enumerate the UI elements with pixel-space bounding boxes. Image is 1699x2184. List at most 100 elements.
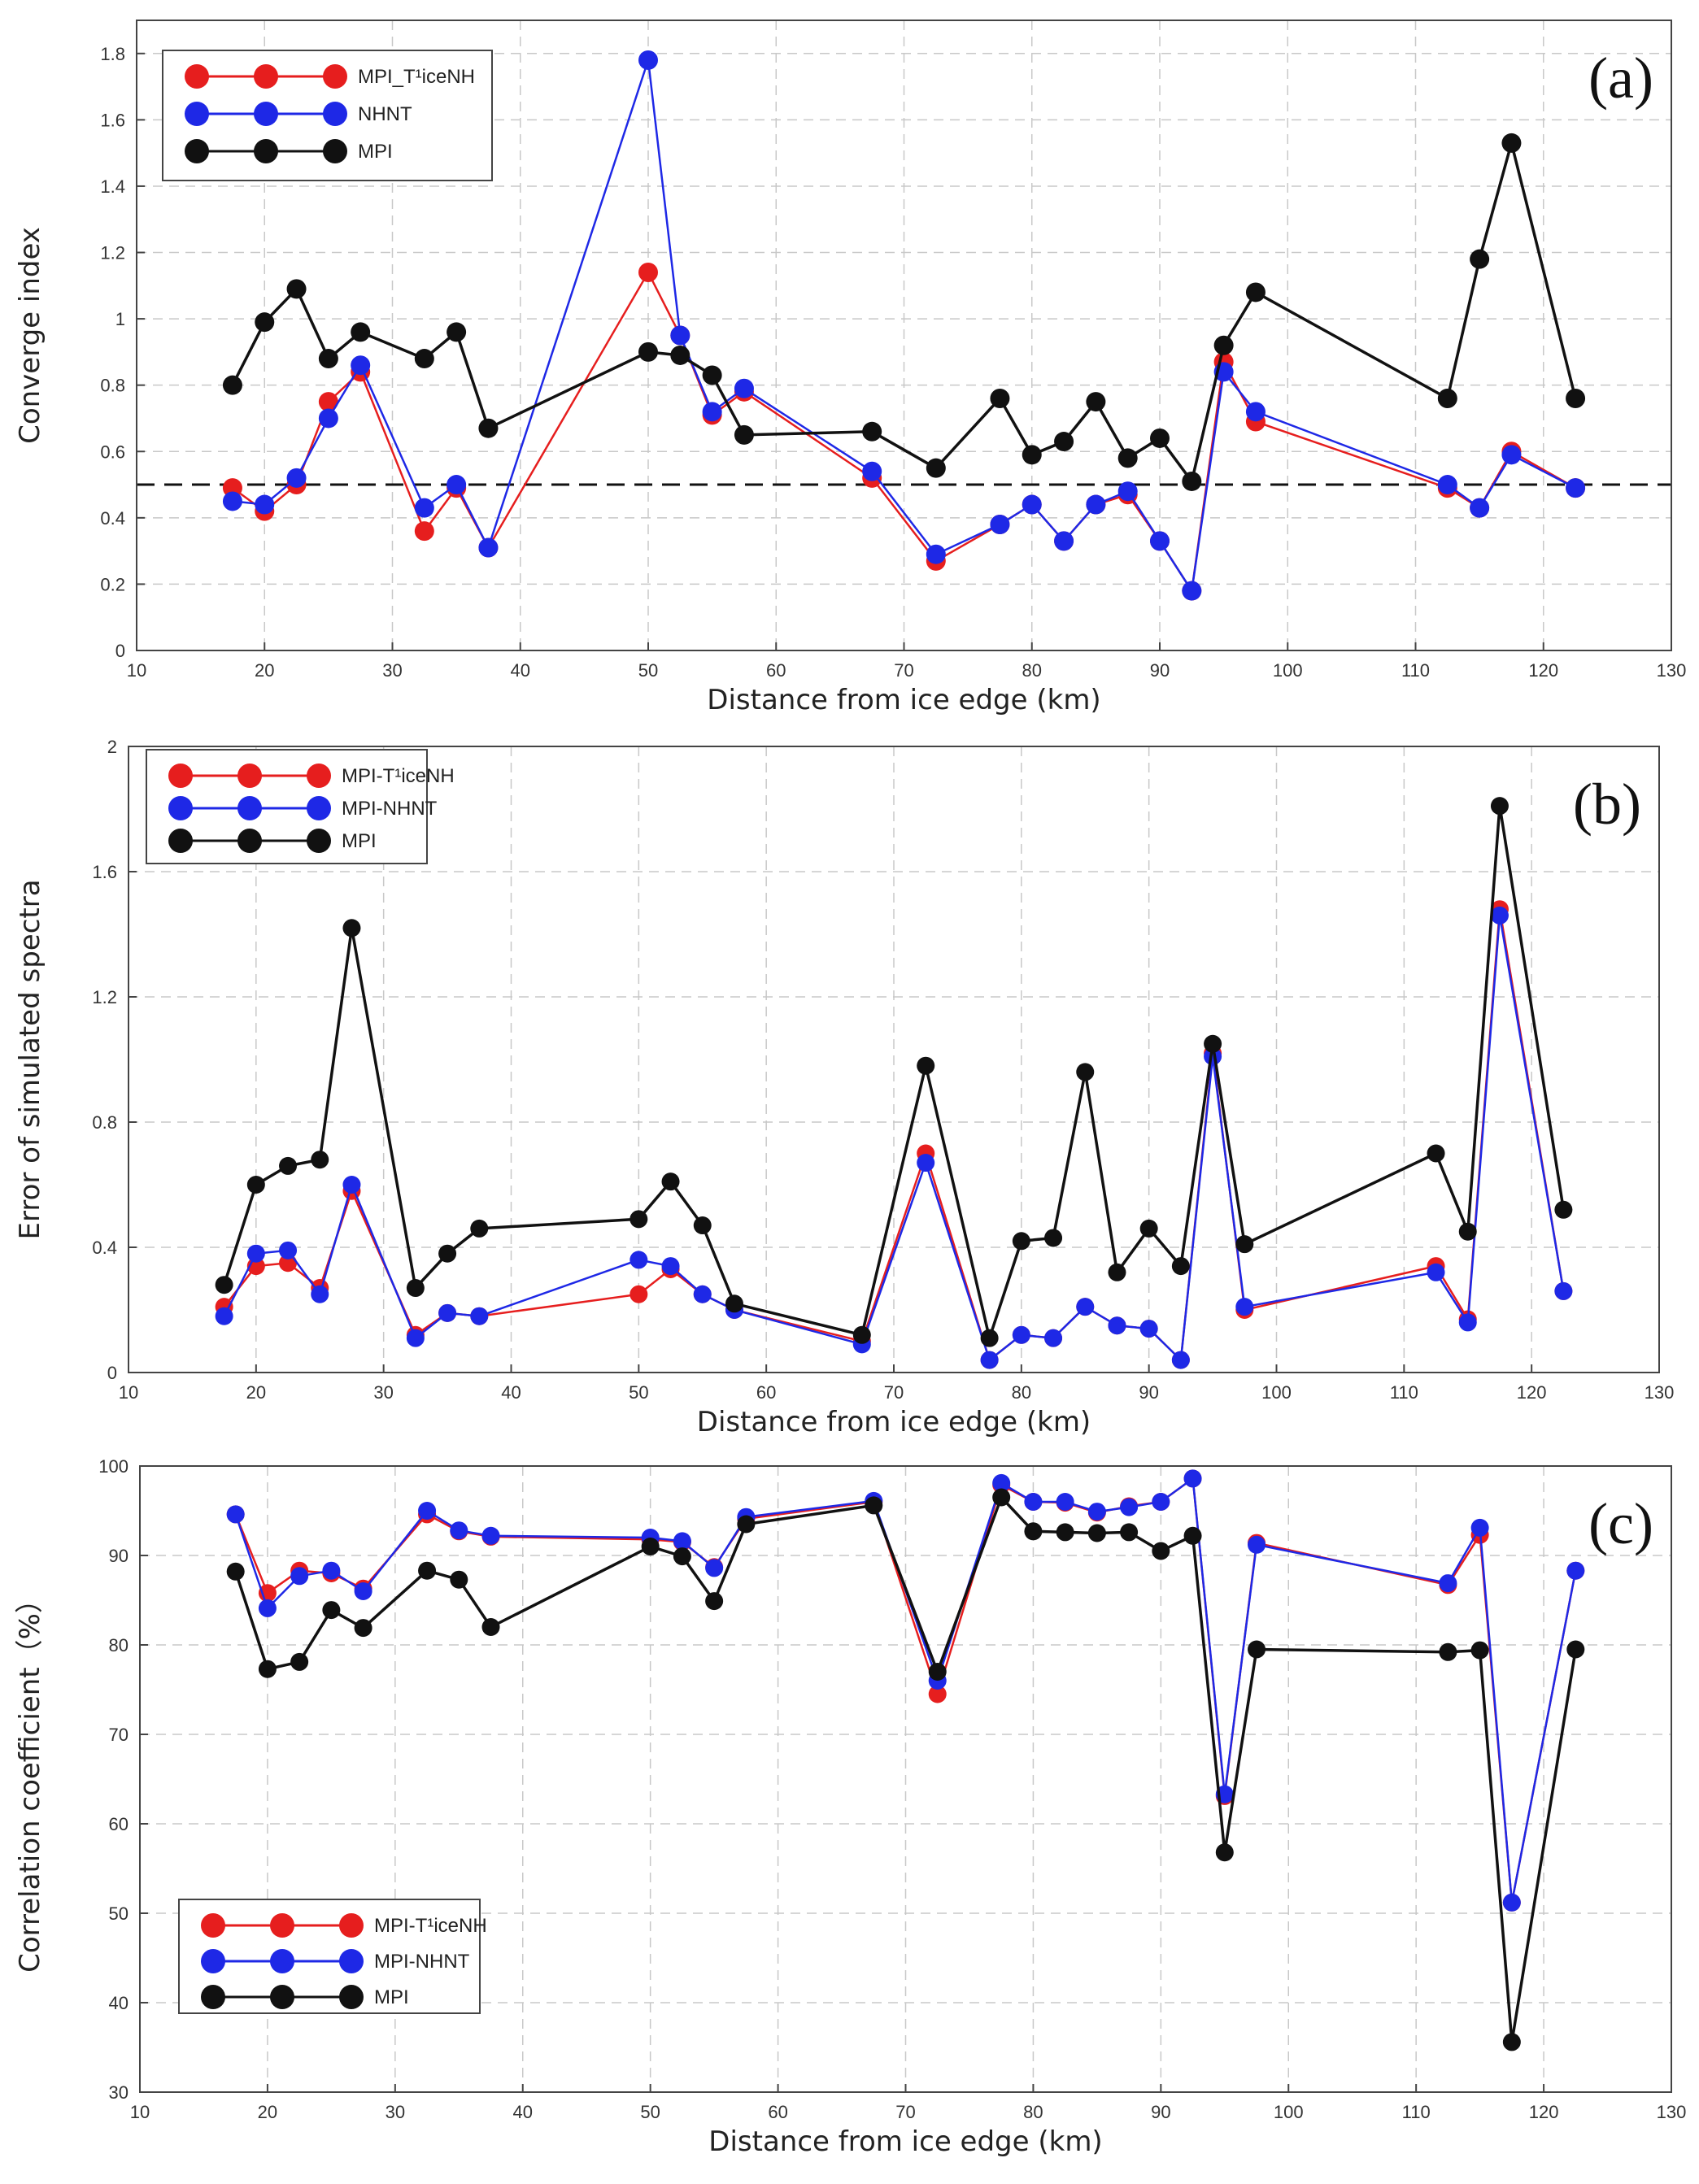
data-point	[1235, 1298, 1254, 1316]
legend-marker	[254, 64, 278, 89]
data-point	[1215, 1843, 1234, 1862]
legend: MPI-T¹iceNH MPI-NHNT MPI	[178, 1899, 487, 2014]
data-point	[705, 1559, 724, 1577]
data-point	[1076, 1298, 1095, 1316]
y-tick-label: 0.6	[100, 442, 125, 462]
legend-entry: MPI-T¹iceNH	[342, 765, 455, 787]
chart-panel-1: 10 20 30 40 50 60 70 80 90 100 110 120 130 0 0.2 0.4 0.6…	[14, 20, 1686, 716]
x-tick-label: 130	[1657, 660, 1687, 681]
data-point	[481, 1618, 500, 1636]
y-tick-label: 0.4	[92, 1238, 117, 1258]
y-tick-label: 0.2	[100, 574, 125, 594]
data-point	[1501, 133, 1522, 153]
x-tick-label: 40	[501, 1382, 521, 1403]
data-point	[1470, 1518, 1489, 1537]
data-point	[478, 537, 499, 558]
data-point	[1139, 1219, 1158, 1238]
data-point	[1439, 1642, 1457, 1661]
x-axis-label: Distance from ice edge (km)	[708, 2125, 1102, 2158]
x-tick-label: 120	[1528, 660, 1558, 681]
data-point	[1024, 1493, 1043, 1511]
data-point	[279, 1156, 298, 1175]
data-point	[1248, 1640, 1266, 1659]
data-point	[1554, 1281, 1573, 1300]
data-point	[980, 1329, 999, 1347]
data-point	[1470, 249, 1490, 269]
data-point	[693, 1285, 712, 1303]
legend-marker	[323, 64, 347, 89]
panel-label: (a)	[1588, 46, 1653, 111]
data-point	[702, 365, 722, 385]
data-point	[638, 50, 658, 70]
legend-marker	[339, 1985, 364, 2009]
data-point	[734, 378, 754, 398]
data-point	[734, 424, 754, 445]
data-point	[481, 1526, 500, 1545]
data-point	[1566, 389, 1586, 408]
y-axis-label: Converge index	[14, 227, 46, 444]
data-point	[1183, 1469, 1202, 1488]
legend: MPI_T¹iceNH NHNT MPI	[162, 50, 493, 181]
x-axis-label: Distance from ice edge (km)	[697, 1406, 1091, 1438]
data-point	[279, 1254, 298, 1273]
legend-marker	[237, 796, 262, 820]
data-point	[1502, 2033, 1521, 2051]
data-point	[1012, 1325, 1030, 1344]
y-tick-label: 30	[109, 2082, 129, 2103]
data-point	[318, 408, 338, 429]
x-tick-label: 90	[1151, 2102, 1170, 2122]
data-point	[670, 345, 690, 365]
x-tick-label: 40	[511, 660, 530, 681]
legend-marker	[323, 102, 347, 126]
x-tick-label: 10	[130, 2102, 150, 2122]
data-point	[414, 349, 434, 369]
data-point	[418, 1561, 437, 1580]
data-point	[322, 1601, 341, 1620]
data-point	[406, 1329, 425, 1347]
data-point	[1245, 402, 1266, 422]
x-tick-label: 110	[1402, 2102, 1431, 2122]
series-3	[226, 1488, 1585, 2051]
data-point	[1054, 432, 1074, 452]
data-point	[990, 389, 1010, 408]
data-point	[1566, 478, 1586, 498]
data-point	[1056, 1523, 1074, 1542]
data-point	[447, 475, 467, 495]
data-point	[1213, 335, 1234, 355]
data-point	[1108, 1263, 1126, 1281]
data-point	[1108, 1316, 1126, 1335]
legend-entry: MPI	[374, 1986, 409, 2008]
legend-marker	[339, 1913, 364, 1938]
data-point	[450, 1521, 468, 1540]
x-tick-label: 20	[246, 1382, 266, 1403]
x-tick-label: 60	[768, 2102, 787, 2122]
data-point	[1152, 1542, 1170, 1560]
x-tick-label: 130	[1657, 2102, 1687, 2122]
y-tick-label: 90	[109, 1546, 129, 1566]
data-point	[351, 322, 371, 342]
data-point	[1248, 1535, 1266, 1554]
y-tick-label: 40	[109, 1993, 129, 2013]
data-point	[1470, 498, 1490, 518]
legend-marker	[307, 764, 331, 788]
legend-marker	[237, 764, 262, 788]
data-point	[246, 1244, 265, 1263]
data-point	[641, 1538, 660, 1555]
legend-entry: MPI-NHNT	[342, 798, 438, 820]
data-point	[1437, 475, 1457, 495]
data-point	[215, 1307, 233, 1325]
data-point	[246, 1176, 265, 1194]
data-point	[1120, 1523, 1139, 1542]
data-point	[1171, 1257, 1190, 1276]
y-tick-label: 1.2	[100, 243, 125, 263]
legend-marker	[307, 829, 331, 853]
data-point	[406, 1279, 425, 1298]
data-point	[1501, 445, 1522, 465]
data-point	[1245, 282, 1266, 302]
data-point	[1086, 392, 1106, 412]
legend-box	[178, 1899, 481, 2014]
x-tick-label: 110	[1390, 1382, 1418, 1403]
data-point	[725, 1294, 743, 1313]
data-point	[1076, 1063, 1095, 1081]
x-axis-label: Distance from ice edge (km)	[707, 684, 1100, 716]
